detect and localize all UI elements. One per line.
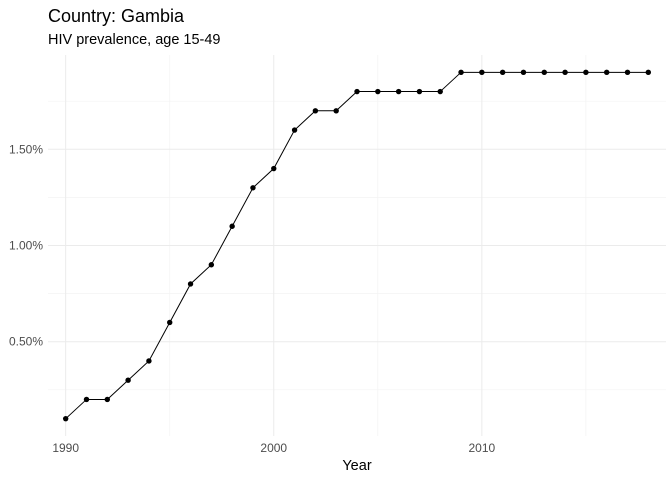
data-point <box>146 358 152 364</box>
x-axis-title: Year <box>342 458 371 474</box>
data-point <box>167 319 173 326</box>
data-point <box>603 69 610 76</box>
data-point <box>645 69 652 76</box>
chart-subtitle: HIV prevalence, age 15-49 <box>48 32 221 48</box>
data-point <box>499 69 506 76</box>
data-point <box>83 396 90 403</box>
y-tick-label: 0.50% <box>9 335 43 349</box>
data-point <box>229 223 235 229</box>
data-point <box>62 415 69 422</box>
data-point <box>458 69 464 76</box>
data-point <box>583 69 589 76</box>
data-point <box>104 396 111 403</box>
y-axis-ticks: 0.50% 1.00% 1.50% <box>9 142 43 348</box>
data-point <box>312 108 319 114</box>
data-point <box>250 185 256 191</box>
data-point <box>187 281 194 287</box>
data-point <box>271 165 277 172</box>
x-tick-label: 2000 <box>260 441 287 455</box>
data-point <box>479 69 485 76</box>
gridlines <box>48 55 666 436</box>
y-tick-label: 1.50% <box>9 142 43 156</box>
data-point <box>208 262 215 268</box>
x-tick-label: 2010 <box>468 441 495 455</box>
data-point <box>395 88 402 95</box>
data-point <box>354 88 360 95</box>
data-point <box>375 88 381 95</box>
x-axis-ticks: 1990 2000 2010 <box>52 441 495 455</box>
x-tick-label: 1990 <box>52 441 79 455</box>
data-point <box>333 108 339 114</box>
data-point <box>624 69 631 76</box>
data-points <box>62 69 652 422</box>
data-point <box>520 69 527 76</box>
data-point <box>562 69 568 76</box>
data-point <box>125 377 131 383</box>
data-point <box>291 127 298 133</box>
data-point <box>437 88 443 95</box>
y-tick-label: 1.00% <box>9 239 43 253</box>
chart-title: Country: Gambia <box>48 6 185 26</box>
data-point <box>416 88 423 95</box>
data-point <box>541 69 547 76</box>
